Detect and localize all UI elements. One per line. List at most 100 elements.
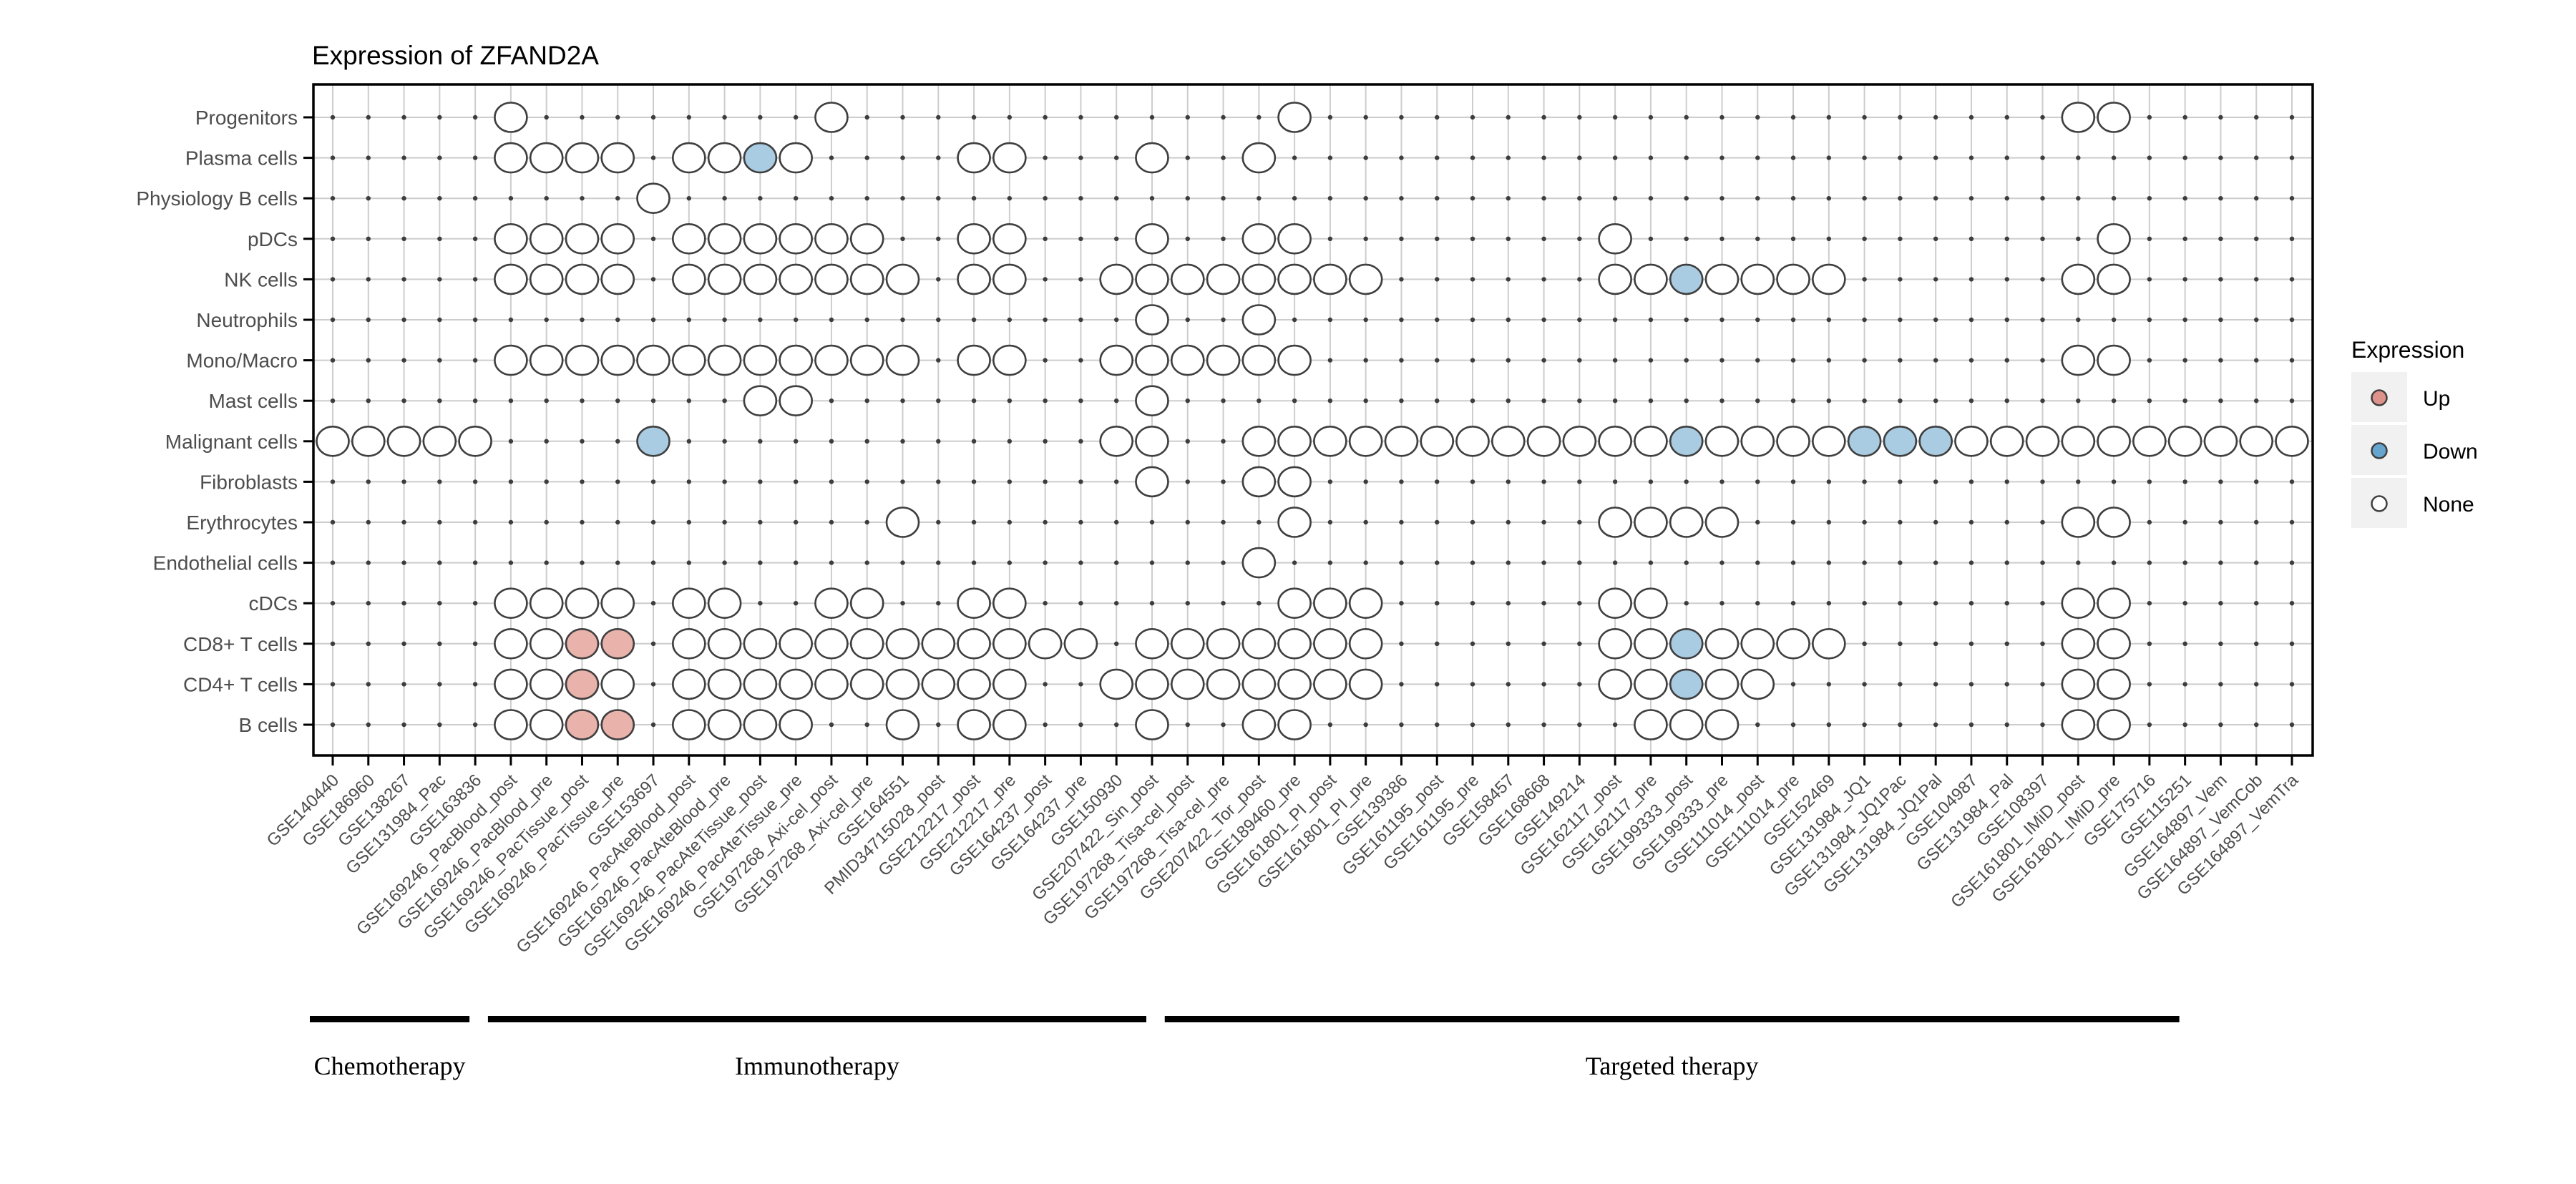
grid-dot xyxy=(864,196,869,201)
legend-label: None xyxy=(2423,493,2474,517)
grid-dot xyxy=(437,196,442,201)
grid-dot xyxy=(1648,114,1654,120)
grid-dot xyxy=(544,317,549,323)
expression-dot-none xyxy=(1348,587,1383,620)
grid-dot xyxy=(1790,398,1796,403)
grid-dot xyxy=(2004,722,2009,728)
grid-dot xyxy=(1755,560,1760,565)
expression-dot-none xyxy=(565,263,600,295)
grid-dot xyxy=(1862,317,1867,323)
grid-dot xyxy=(1933,114,1938,120)
grid-dot xyxy=(1435,722,1440,728)
grid-dot xyxy=(2040,277,2045,282)
grid-dot xyxy=(793,439,799,444)
grid-dot xyxy=(1541,277,1546,282)
expression-dot-none xyxy=(2097,507,2131,538)
expression-dot-none xyxy=(1989,425,2024,457)
grid-dot xyxy=(1790,722,1796,728)
grid-dot xyxy=(2076,560,2081,565)
grid-dot xyxy=(1221,236,1226,241)
grid-dot xyxy=(2147,479,2152,484)
grid-dot xyxy=(1363,519,1368,525)
expression-dot-none xyxy=(529,709,564,740)
expression-dot-none xyxy=(2061,344,2096,376)
grid-dot xyxy=(1577,114,1582,120)
grid-dot xyxy=(1221,398,1226,403)
expression-dot-none xyxy=(351,425,386,457)
grid-dot xyxy=(615,196,620,201)
grid-dot xyxy=(2147,277,2152,282)
grid-dot xyxy=(1114,155,1119,160)
grid-dot xyxy=(544,560,549,565)
grid-dot xyxy=(1185,155,1190,160)
expression-dot-none xyxy=(1562,425,1597,457)
grid-dot xyxy=(2004,317,2009,323)
grid-dot xyxy=(722,114,727,120)
expression-dot-none xyxy=(1812,263,1846,295)
grid-dot xyxy=(2254,114,2259,120)
grid-dot xyxy=(1043,479,1048,484)
expression-dot-none xyxy=(2132,425,2167,457)
grid-dot xyxy=(2040,641,2045,646)
grid-dot xyxy=(650,519,656,525)
expression-dot-none xyxy=(1135,627,1169,660)
grid-dot xyxy=(2182,601,2187,606)
y-axis-label: Progenitors xyxy=(195,107,298,129)
grid-dot xyxy=(1435,317,1440,323)
expression-dot-none xyxy=(707,222,742,255)
grid-dot xyxy=(971,560,977,565)
expression-dot-none xyxy=(1241,344,1277,376)
expression-dot-none xyxy=(1135,466,1169,498)
grid-dot xyxy=(1435,479,1440,484)
grid-dot xyxy=(1470,479,1475,484)
grid-dot xyxy=(1363,358,1368,363)
grid-dot xyxy=(758,439,763,444)
expression-dot-none xyxy=(600,222,635,255)
grid-dot xyxy=(330,358,336,363)
grid-dot xyxy=(1826,196,1832,201)
grid-dot xyxy=(650,398,656,403)
grid-dot xyxy=(829,196,834,201)
grid-dot xyxy=(1185,317,1190,323)
grid-dot xyxy=(2147,519,2152,525)
expression-dot-none xyxy=(565,222,600,255)
grid-dot xyxy=(936,196,941,201)
grid-dot xyxy=(366,682,371,687)
grid-dot xyxy=(508,196,514,201)
grid-dot xyxy=(864,519,869,525)
expression-dot-none xyxy=(1170,668,1205,700)
grid-dot xyxy=(508,398,514,403)
grid-dot xyxy=(1435,277,1440,282)
y-axis-label: B cells xyxy=(239,714,298,736)
grid-dot xyxy=(472,722,478,728)
grid-dot xyxy=(971,398,977,403)
grid-dot xyxy=(330,479,336,484)
grid-dot xyxy=(330,722,336,728)
grid-dot xyxy=(1790,317,1796,323)
grid-dot xyxy=(1755,358,1760,363)
grid-dot xyxy=(1470,641,1475,646)
expression-dot-none xyxy=(849,344,884,376)
grid-dot xyxy=(1149,114,1155,120)
grid-dot xyxy=(1435,601,1440,606)
grid-dot xyxy=(2004,155,2009,160)
grid-dot xyxy=(1221,196,1226,201)
grid-dot xyxy=(472,641,478,646)
expression-dot-none xyxy=(1170,344,1205,376)
expression-dot-none xyxy=(921,627,956,660)
grid-dot xyxy=(615,317,620,323)
grid-dot xyxy=(1541,682,1546,687)
grid-dot xyxy=(1435,398,1440,403)
grid-dot xyxy=(1078,722,1083,728)
grid-dot xyxy=(472,155,478,160)
grid-dot xyxy=(1327,479,1333,484)
expression-dot-none xyxy=(814,587,849,620)
grid-dot xyxy=(1968,519,1974,525)
expression-dot-none xyxy=(1277,466,1312,498)
grid-dot xyxy=(1043,722,1048,728)
grid-dot xyxy=(650,155,656,160)
grid-dot xyxy=(1185,519,1190,525)
grid-dot xyxy=(401,317,406,323)
grid-dot xyxy=(1506,479,1511,484)
grid-dot xyxy=(2040,479,2045,484)
